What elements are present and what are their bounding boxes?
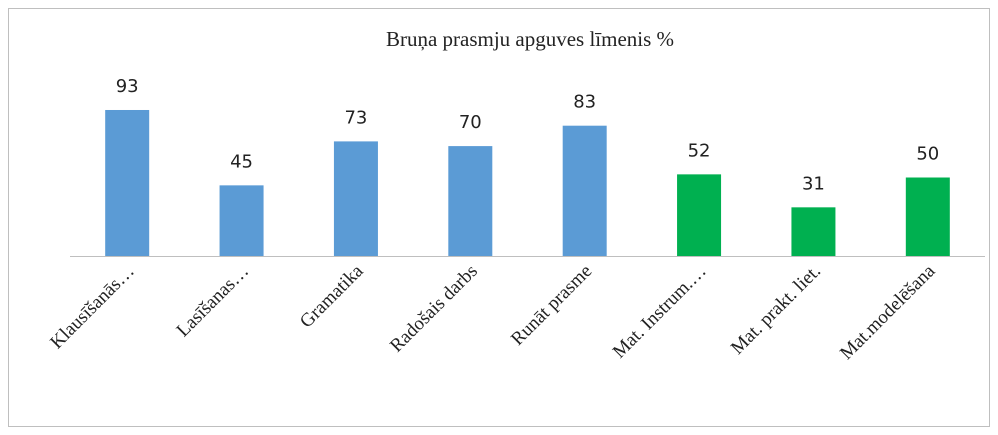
bar: [562, 125, 607, 256]
value-label: 45: [230, 151, 253, 172]
value-label: 31: [802, 173, 825, 194]
bar: [105, 109, 150, 257]
value-label: 70: [459, 112, 482, 133]
value-label: 93: [116, 76, 139, 97]
bar: [333, 141, 378, 256]
bar: [448, 146, 493, 256]
bar: [791, 207, 836, 256]
value-label: 52: [688, 140, 711, 161]
bar: [219, 185, 264, 256]
value-label: 73: [344, 107, 367, 128]
value-label: 83: [573, 92, 596, 113]
bar: [905, 177, 950, 256]
chart-frame: [8, 8, 990, 427]
bar: [677, 174, 722, 256]
chart-title: Bruņa prasmju apguves līmenis %: [386, 27, 674, 51]
value-label: 50: [916, 144, 939, 165]
